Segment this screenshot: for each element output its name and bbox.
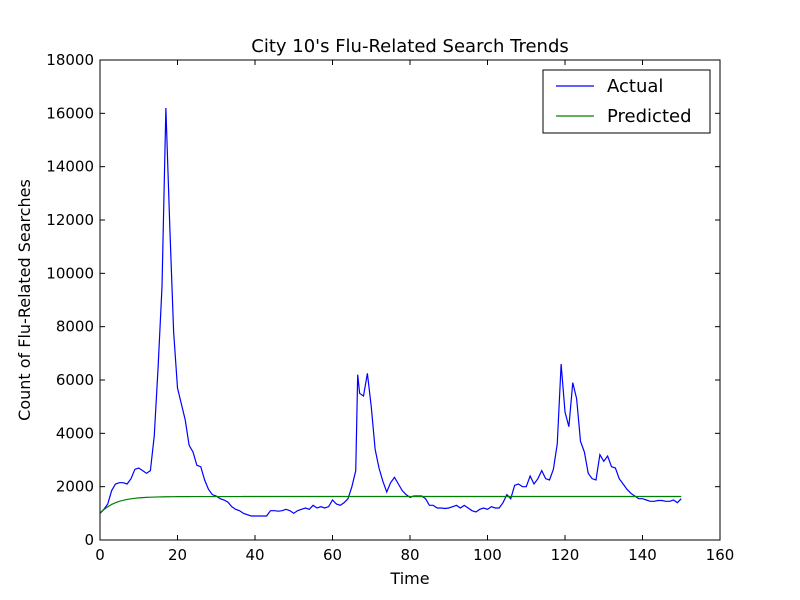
series-line-predicted bbox=[99, 495, 682, 514]
y-tick-label: 0 bbox=[84, 531, 94, 549]
chart-title: City 10's Flu-Related Search Trends bbox=[251, 36, 569, 57]
series-line-actual bbox=[99, 107, 682, 517]
x-axis-label: Time bbox=[389, 569, 429, 588]
x-tick-label: 40 bbox=[245, 546, 264, 564]
axes: 0 20 40 60 80 100 120 140 160 0 2000 4000 6000 8000 10… bbox=[46, 51, 734, 564]
legend-label-predicted: Predicted bbox=[607, 106, 692, 127]
y-tick-label: 2000 bbox=[56, 478, 94, 496]
y-tick-label: 12000 bbox=[46, 211, 94, 229]
legend-box bbox=[542, 69, 711, 134]
x-tick-label: 100 bbox=[473, 546, 502, 564]
x-tick-label: 0 bbox=[95, 546, 105, 564]
y-tick-label: 16000 bbox=[46, 104, 94, 122]
y-axis-label: Count of Flu-Related Searches bbox=[15, 179, 34, 421]
plot-area bbox=[99, 107, 682, 517]
legend: Actual Predicted bbox=[542, 69, 711, 134]
x-tick-label: 120 bbox=[551, 546, 580, 564]
y-tick-label: 6000 bbox=[56, 371, 94, 389]
x-tick-label: 140 bbox=[628, 546, 657, 564]
x-tick-label: 80 bbox=[400, 546, 419, 564]
legend-label-actual: Actual bbox=[607, 76, 663, 97]
y-tick-label: 14000 bbox=[46, 158, 94, 176]
x-tick-label: 160 bbox=[706, 546, 735, 564]
y-tick-label: 18000 bbox=[46, 51, 94, 69]
y-tick-label: 4000 bbox=[56, 424, 94, 442]
y-tick-label: 8000 bbox=[56, 318, 94, 336]
y-tick-label: 10000 bbox=[46, 264, 94, 282]
x-tick-label: 60 bbox=[323, 546, 342, 564]
x-tick-label: 20 bbox=[168, 546, 187, 564]
